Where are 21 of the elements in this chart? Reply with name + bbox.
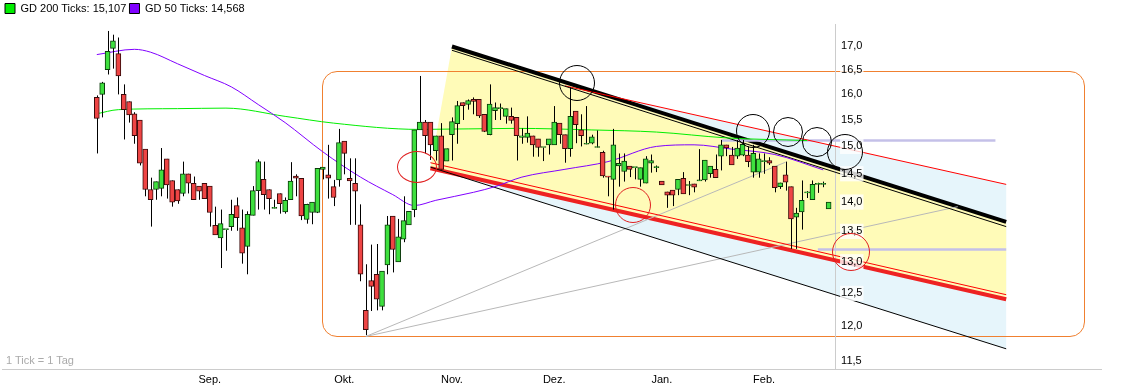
legend-label: GD 50 Ticks: 14,568 (144, 1, 245, 14)
y-tick-label: 16,0 (841, 87, 863, 100)
y-tick-label: 14,5 (841, 166, 863, 179)
x-tick-label: Okt. (334, 373, 355, 386)
x-tick-label: Sep. (198, 373, 222, 386)
y-tick-label: 13,0 (841, 254, 863, 267)
y-tick-label: 11,5 (841, 353, 862, 366)
y-tick-label: 15,0 (841, 139, 863, 152)
x-tick-label: Nov. (441, 373, 463, 386)
legend-label: GD 200 Ticks: 15,107 (20, 1, 127, 14)
x-tick-label: Jan. (651, 373, 673, 386)
y-tick-label: 14,0 (841, 195, 863, 208)
y-tick-label: 15,5 (841, 113, 863, 126)
y-tick-label: 16,5 (841, 62, 863, 75)
y-tick-label: 17,0 (841, 38, 863, 51)
y-tick-label: 12,5 (841, 286, 863, 299)
y-tick-label: 13,5 (841, 224, 863, 237)
x-tick-label: Feb. (753, 373, 776, 386)
y-tick-label: 12,0 (841, 319, 863, 332)
x-tick-label: Dez. (542, 373, 566, 386)
text: 1 Tick = 1 Tag (6, 354, 74, 367)
